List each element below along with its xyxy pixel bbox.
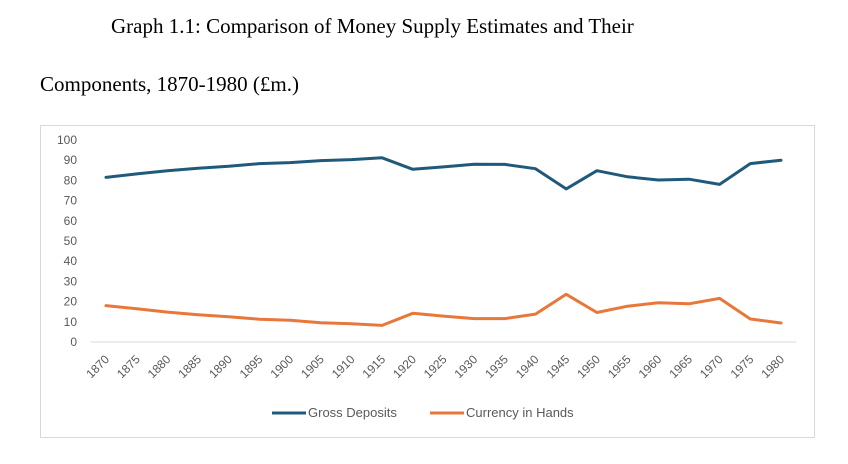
x-tick-label-1965: 1965	[666, 352, 695, 381]
legend-label-gross-deposits: Gross Deposits	[308, 405, 397, 420]
x-tick-label-1925: 1925	[421, 352, 450, 381]
x-tick-label-1875: 1875	[114, 352, 143, 381]
y-tick-label-50: 50	[64, 234, 78, 248]
legend-label-currency-in-hands: Currency in Hands	[466, 405, 574, 420]
x-tick-label-1920: 1920	[390, 352, 419, 381]
x-tick-label-1870: 1870	[83, 352, 112, 381]
y-tick-label-0: 0	[70, 335, 77, 349]
x-tick-label-1945: 1945	[544, 352, 573, 381]
x-tick-label-1970: 1970	[697, 352, 726, 381]
x-tick-label-1885: 1885	[175, 352, 204, 381]
x-tick-label-1935: 1935	[482, 352, 511, 381]
x-tick-label-1960: 1960	[636, 352, 665, 381]
y-tick-label-10: 10	[64, 315, 78, 329]
y-tick-label-70: 70	[64, 194, 78, 208]
y-tick-label-30: 30	[64, 274, 78, 288]
x-tick-label-1910: 1910	[329, 352, 358, 381]
chart-title-line-2: Components, 1870-1980 (£m.)	[40, 72, 299, 96]
x-tick-label-1905: 1905	[298, 352, 327, 381]
x-tick-label-1930: 1930	[452, 352, 481, 381]
y-tick-label-100: 100	[57, 133, 77, 147]
series-line-currency-in-hands	[104, 292, 783, 327]
x-axis-ticks: 1870 1875 1880 1885 1890 1895 1900 1905 1910 1915…	[83, 352, 787, 381]
x-tick-label-1895: 1895	[237, 352, 266, 381]
x-tick-label-1950: 1950	[574, 352, 603, 381]
x-tick-label-1915: 1915	[359, 352, 388, 381]
y-tick-label-80: 80	[64, 173, 78, 187]
x-tick-label-1955: 1955	[605, 352, 634, 381]
chart-area	[40, 125, 815, 438]
y-tick-label-40: 40	[64, 254, 78, 268]
y-tick-label-90: 90	[64, 153, 78, 167]
y-tick-label-60: 60	[64, 214, 78, 228]
chart-title-line-1: Graph 1.1: Comparison of Money Supply Es…	[111, 14, 634, 38]
series-lines	[104, 156, 783, 327]
x-tick-label-1900: 1900	[267, 352, 296, 381]
x-tick-label-1975: 1975	[728, 352, 757, 381]
y-tick-label-20: 20	[64, 295, 78, 309]
x-tick-label-1940: 1940	[513, 352, 542, 381]
x-tick-label-1980: 1980	[758, 352, 787, 381]
legend: Gross Deposits Currency in Hands	[272, 405, 574, 420]
series-line-gross-deposits	[104, 156, 783, 191]
y-axis-ticks: 0 10 20 30 40 50 60 70 80 90 100	[57, 133, 77, 349]
x-tick-label-1890: 1890	[206, 352, 235, 381]
x-tick-label-1880: 1880	[145, 352, 174, 381]
